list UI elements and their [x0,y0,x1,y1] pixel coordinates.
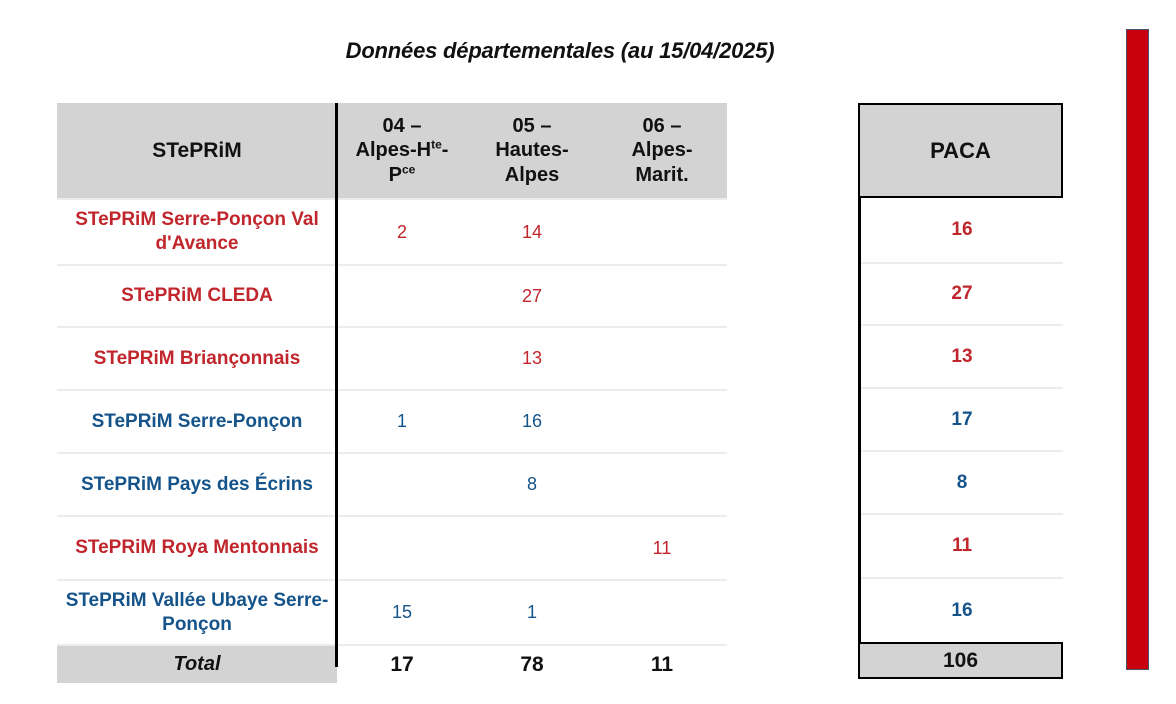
column-divider-line [335,103,338,667]
total-value-06: 11 [650,652,674,676]
row-label: STePRiM Serre-Ponçon Val d'Avance [75,209,319,254]
cell-value-05: 8 [526,474,537,494]
cell-value-06 [597,328,727,389]
cell-value-06: 11 [652,537,672,558]
paca-value: 13 [861,324,1063,387]
total-value-05: 78 [520,652,544,676]
cell-value-05 [467,517,597,579]
table-row: STePRiM Briançonnais 13 [57,326,727,389]
cell-value-06 [597,200,727,264]
table-row: STePRiM CLEDA 27 [57,264,727,326]
cell-value-06 [597,454,727,515]
col-header-04-line3: Pce [388,162,416,186]
cell-value-04 [337,517,467,579]
red-accent-bar [1126,29,1149,670]
col-header-06: 06 – Alpes- Marit. [597,103,727,198]
departments-table: STePRiM 04 – Alpes-Hte- Pce 05 – Hautes-… [57,103,727,683]
col-header-05-line1: 05 – [512,114,552,137]
paca-value: 11 [861,513,1063,577]
cell-value-04 [337,266,467,326]
cell-value-05: 16 [521,411,543,431]
paca-values-column: 16 27 13 17 8 11 16 [858,198,1063,642]
table-row: STePRiM Roya Mentonnais 11 [57,515,727,579]
cell-value-05: 13 [521,348,543,368]
cell-value-04 [337,328,467,389]
col-header-06-line3: Marit. [635,163,689,186]
cell-value-05: 27 [521,285,543,306]
total-value-04: 17 [390,652,414,676]
cell-value-05: 14 [521,221,543,242]
cell-value-06 [597,266,727,326]
cell-value-04 [337,454,467,515]
paca-value: 27 [861,262,1063,324]
col-header-04-line1: 04 – [382,114,422,137]
cell-value-05: 1 [526,602,537,622]
table-row: STePRiM Serre-Ponçon Val d'Avance 2 14 [57,198,727,264]
paca-value: 17 [861,387,1063,450]
table-row: STePRiM Vallée Ubaye Serre-Ponçon 15 1 [57,579,727,644]
col-header-04-line2: Alpes-Hte- [355,137,449,162]
col-header-06-line2: Alpes- [631,139,693,162]
row-label: STePRiM Serre-Ponçon [91,410,303,432]
paca-value: 8 [861,450,1063,513]
cell-value-06 [597,581,727,644]
total-row: Total 17 78 11 [57,644,727,683]
col-header-steprim: STePRiM [152,138,242,162]
cell-value-06 [597,391,727,452]
paca-value: 16 [861,198,1063,262]
col-header-05-line2: Hautes- [495,139,569,162]
row-label: STePRiM CLEDA [121,285,273,307]
page-title: Données départementales (au 15/04/2025) [345,38,775,63]
paca-panel: PACA 16 27 13 17 8 11 16 106 [858,103,1063,679]
cell-value-04: 2 [396,221,407,242]
row-label: STePRiM Roya Mentonnais [75,537,319,559]
row-label: STePRiM Briançonnais [93,347,301,369]
col-header-06-line1: 06 – [642,114,682,137]
table-row: STePRiM Pays des Écrins 8 [57,452,727,515]
cell-value-04: 1 [396,411,407,431]
paca-total-value: 106 [858,642,1063,679]
col-header-04: 04 – Alpes-Hte- Pce [337,103,467,198]
row-label: STePRiM Vallée Ubaye Serre-Ponçon [65,589,329,635]
paca-value: 16 [861,577,1063,642]
cell-value-04: 15 [391,602,413,622]
paca-header: PACA [858,103,1063,198]
total-label: Total [57,646,337,683]
table-row: STePRiM Serre-Ponçon 1 16 [57,389,727,452]
table-header-row: STePRiM 04 – Alpes-Hte- Pce 05 – Hautes-… [57,103,727,198]
col-header-05: 05 – Hautes- Alpes [467,103,597,198]
row-label: STePRiM Pays des Écrins [81,473,313,495]
col-header-05-line3: Alpes [504,163,560,186]
